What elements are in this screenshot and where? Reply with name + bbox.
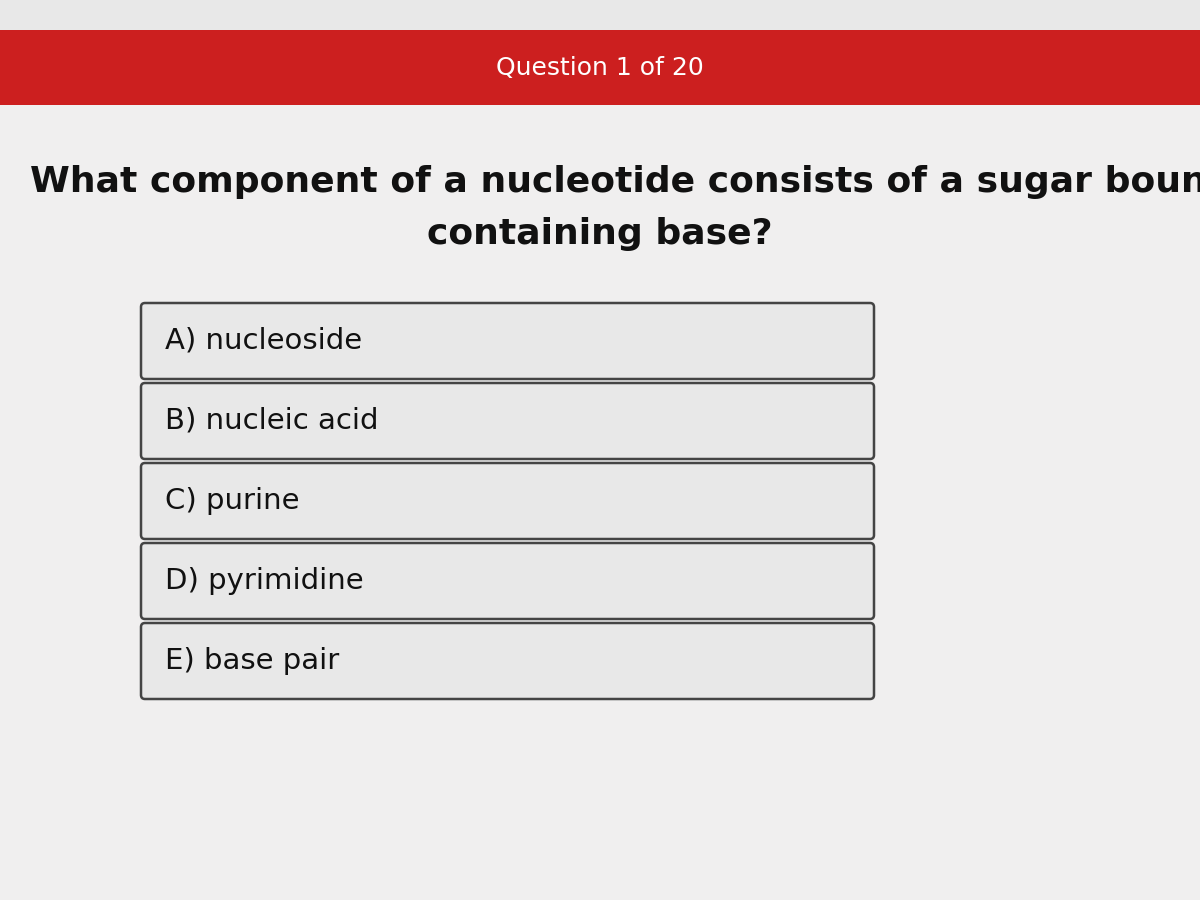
Text: C) purine: C) purine [166,487,300,515]
Text: E) base pair: E) base pair [166,647,340,675]
FancyBboxPatch shape [142,543,874,619]
Text: D) pyrimidine: D) pyrimidine [166,567,364,595]
Text: What component of a nucleotide consists of a sugar bound to a nitrogen-: What component of a nucleotide consists … [30,165,1200,199]
Text: A) nucleoside: A) nucleoside [166,327,362,355]
Text: containing base?: containing base? [427,217,773,251]
FancyBboxPatch shape [142,623,874,699]
FancyBboxPatch shape [0,105,1200,900]
FancyBboxPatch shape [0,30,1200,105]
FancyBboxPatch shape [142,303,874,379]
FancyBboxPatch shape [0,0,1200,30]
FancyBboxPatch shape [142,463,874,539]
FancyBboxPatch shape [142,383,874,459]
Text: B) nucleic acid: B) nucleic acid [166,407,378,435]
Text: Question 1 of 20: Question 1 of 20 [496,56,704,79]
